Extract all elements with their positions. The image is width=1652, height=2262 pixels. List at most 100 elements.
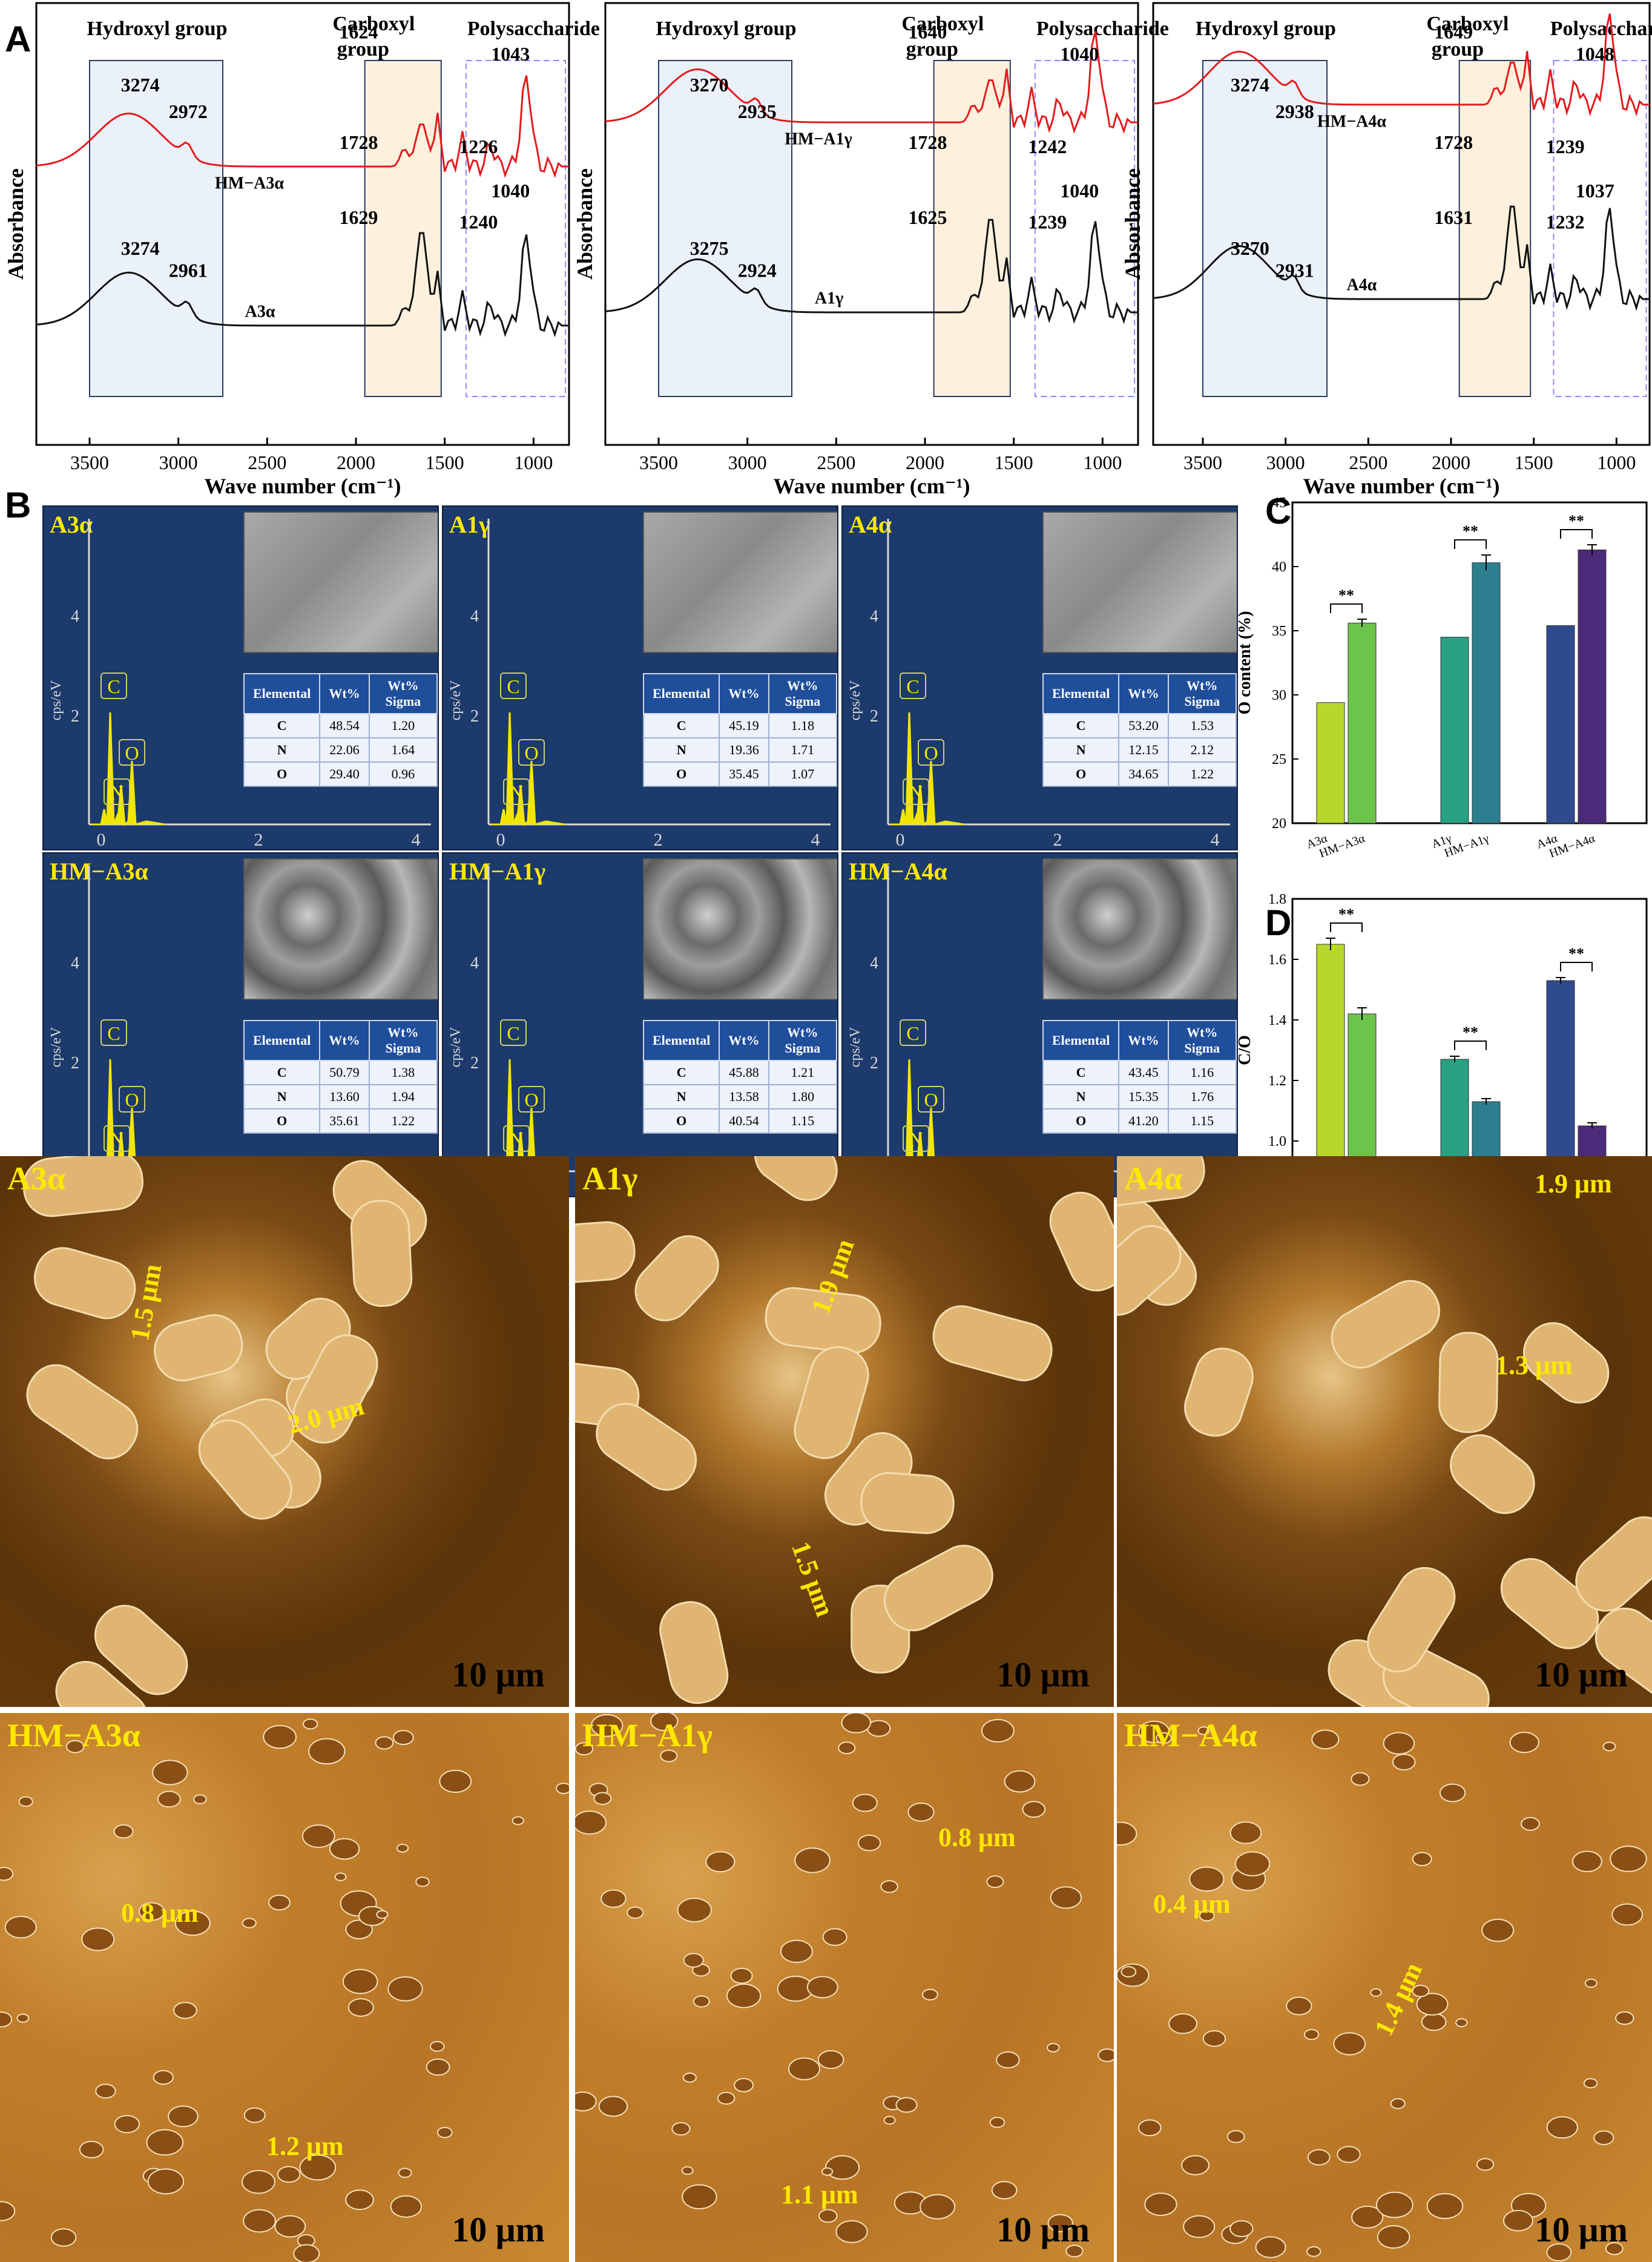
table-cell: 1.38 [368, 1060, 438, 1085]
sem-micrograph [643, 511, 837, 653]
table-row: N 22.06 1.64 [243, 737, 438, 763]
eds-panel-title: HM−A1γ [449, 858, 546, 885]
eds-element-box [918, 739, 944, 766]
y-tick-label: 20 [1272, 816, 1286, 832]
peak-label: 2931 [1275, 260, 1314, 281]
particle [857, 1834, 881, 1852]
particle [788, 2057, 821, 2080]
particle [157, 1790, 181, 1808]
afm-panel-4: HM−A3α 0.8 μm 1.2 μm 10 μm [0, 1713, 569, 2262]
eds-element-box [500, 672, 527, 699]
hm-peak-label: 3270 [690, 74, 729, 96]
eds-panel-title: HM−A3α [50, 858, 148, 885]
particle [575, 1742, 594, 1756]
particle [347, 1998, 374, 2017]
particle [329, 1838, 360, 1860]
table-header: Wt% [319, 673, 370, 714]
particle [168, 2105, 199, 2128]
peak-label: 2924 [738, 260, 777, 281]
y-tick-label: 1.0 [1268, 1134, 1286, 1149]
particle [1351, 2205, 1384, 2229]
eds-element-box [900, 1019, 926, 1046]
particle [439, 1769, 472, 1793]
eds-y-axis-label: cps/eV [48, 1027, 64, 1067]
eds-y-axis-label: cps/eV [448, 680, 464, 720]
afm-panel-2: A1γ 1.9 μm 1.5 μm 10 μm [575, 1156, 1114, 1707]
eds-element-box [900, 672, 926, 699]
table-cell: 29.40 [319, 761, 370, 787]
x-tick-label: 3000 [728, 452, 767, 473]
afm-measurement-label: 0.8 μm [121, 1898, 199, 1928]
particle [682, 2072, 697, 2083]
eds-element-box [500, 1019, 527, 1046]
table-cell: N [642, 737, 720, 763]
particle [299, 2154, 337, 2181]
eds-element-letter: O [524, 1089, 538, 1111]
particle [880, 1880, 898, 1893]
sample-label: A4α [1346, 276, 1377, 295]
carboxyl-label-line2: group [337, 38, 389, 61]
table-cell: 48.54 [319, 713, 370, 738]
bacterium-cell [1438, 1332, 1499, 1433]
hydroxyl-group-label: Hydroxyl group [656, 18, 796, 40]
table-header: Wt% [1118, 673, 1169, 714]
peak-label: 1040 [491, 180, 530, 202]
particle [627, 1906, 644, 1919]
eds-y-axis-label: cps/eV [48, 680, 64, 720]
eds-y-axis-label: cps/eV [847, 1027, 863, 1067]
peak-label: 1629 [339, 206, 378, 228]
particle [991, 2181, 1018, 2200]
carboxyl-label-line2: group [906, 38, 958, 61]
particle [1183, 2215, 1216, 2238]
particle [153, 2070, 174, 2085]
particle [342, 1968, 378, 1994]
peak-label: 1240 [459, 211, 498, 232]
table-cell: 1.22 [368, 1108, 438, 1134]
eds-peaks [492, 712, 565, 826]
table-cell: 41.20 [1118, 1108, 1169, 1134]
eds-x-tick-label: 4 [412, 830, 421, 850]
bar [1472, 562, 1501, 824]
particle [0, 2201, 16, 2221]
table-cell: 19.36 [719, 737, 769, 763]
eds-panel-title: A3α [50, 511, 93, 538]
x-tick-label: 2500 [817, 452, 855, 473]
particle [301, 1824, 335, 1848]
eds-element-box [503, 1125, 530, 1152]
table-cell: 1.18 [768, 713, 837, 738]
particle [734, 2078, 754, 2093]
x-tick-label: 3000 [1266, 452, 1305, 473]
eds-element-box [518, 1086, 545, 1113]
table-header: Wt% [719, 673, 769, 714]
table-cell: 34.65 [1118, 761, 1169, 787]
eds-element-letter: O [125, 1089, 139, 1111]
eds-element-box [903, 1125, 929, 1152]
table-row: N 12.15 2.12 [1042, 737, 1237, 763]
particle [1286, 1996, 1312, 2016]
eds-y-axis-label: cps/eV [847, 680, 863, 720]
bacterium-cell [765, 1287, 881, 1354]
hm-peak-label: 1624 [339, 21, 378, 42]
particle [1611, 1903, 1644, 1926]
particle [780, 1939, 813, 1964]
particle [1481, 1918, 1515, 1942]
bacterium-cell [292, 1334, 378, 1444]
table-cell: 1.07 [768, 761, 837, 787]
eds-panel-title: A4α [849, 511, 892, 538]
particle [575, 1810, 607, 1835]
particle [1370, 1988, 1382, 1997]
polysaccharide-region-box [1553, 60, 1647, 397]
bacterium-cell [659, 1601, 729, 1705]
particle [907, 1802, 935, 1822]
table-cell: 1.80 [768, 1084, 837, 1110]
sample-label: A1γ [815, 289, 843, 307]
sem-micrograph [243, 511, 438, 653]
particle [794, 1847, 831, 1873]
particle [693, 1995, 710, 2008]
table-header: Wt% Sigma [368, 673, 438, 714]
particle [996, 2051, 1020, 2069]
particle [1583, 2078, 1598, 2089]
